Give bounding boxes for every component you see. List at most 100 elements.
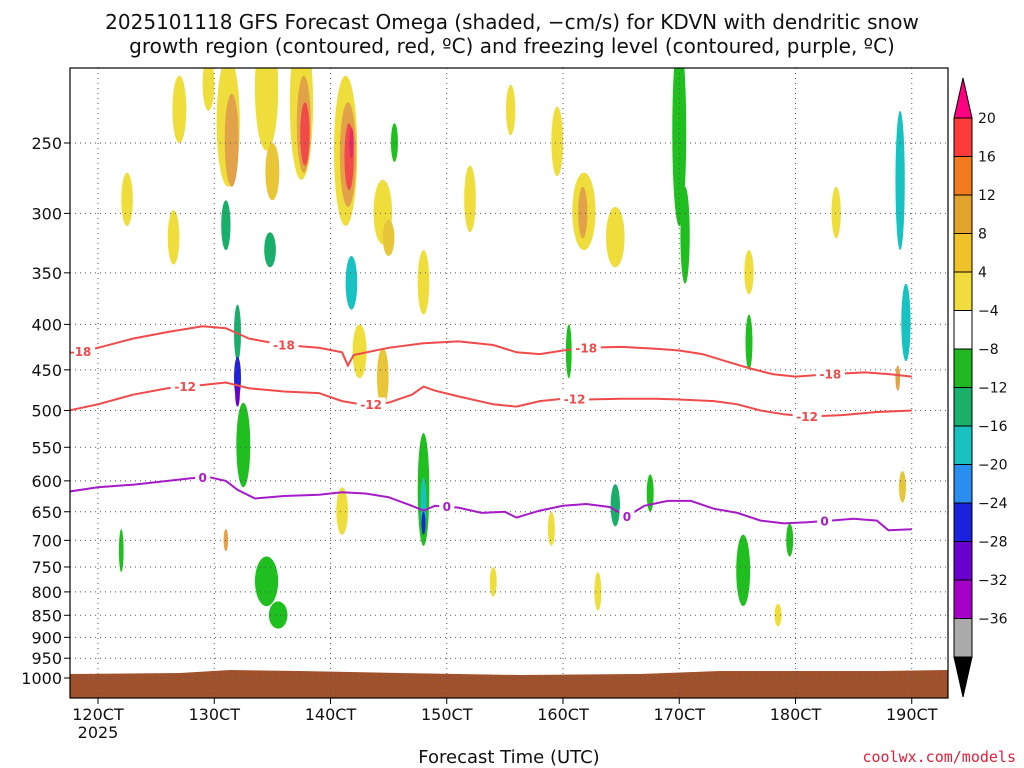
omega-shading bbox=[118, 68, 911, 629]
contour-label-bg bbox=[792, 409, 822, 424]
x-tick-label: 130CT bbox=[189, 705, 241, 724]
contour-label: 0 bbox=[443, 500, 451, 514]
omega-blob-c4 bbox=[202, 68, 215, 111]
omega-blob-c4 bbox=[336, 487, 348, 535]
omega-blob-n4 bbox=[672, 68, 687, 226]
y-tick-label: 550 bbox=[31, 438, 62, 457]
x-axis-title: Forecast Time (UTC) bbox=[418, 747, 599, 768]
omega-blob-c12 bbox=[224, 93, 239, 187]
colorbar-box bbox=[953, 271, 973, 311]
omega-blob-c4 bbox=[167, 210, 180, 265]
omega-blob-n20 bbox=[421, 511, 426, 535]
omega-blob-c4 bbox=[121, 172, 133, 227]
omega-blob-c4 bbox=[744, 250, 754, 295]
y-tick-label: 950 bbox=[31, 649, 62, 668]
y-tick-label: 250 bbox=[31, 134, 62, 153]
omega-blob-n12 bbox=[345, 255, 358, 310]
contour-label-bg bbox=[560, 392, 590, 407]
colorbar: 20 16 12 8 4 −4 −8 −12 −16 −20 −24 −28 −32 −36 bbox=[953, 77, 1008, 698]
omega-blob-c24 bbox=[349, 127, 354, 159]
omega-blob-n4 bbox=[786, 523, 794, 557]
contour-label: 0 bbox=[198, 471, 206, 485]
surface-terrain bbox=[70, 670, 948, 698]
colorbar-bottom-arrow bbox=[953, 656, 973, 698]
omega-blob-c4 bbox=[172, 75, 187, 143]
colorbar-label: −28 bbox=[978, 535, 1008, 551]
plot-area: -18 -18 -18 -18 -12 -12 -12 -12 0 0 0 0 bbox=[69, 67, 949, 699]
omega-blob-n4 bbox=[268, 601, 288, 629]
omega-blob-c8 bbox=[898, 471, 906, 503]
y-tick-label: 700 bbox=[31, 531, 62, 550]
omega-blob-c4 bbox=[774, 603, 782, 627]
colorbar-box bbox=[953, 464, 973, 504]
omega-blob-n8 bbox=[221, 200, 231, 251]
colorbar-label: −12 bbox=[978, 381, 1008, 397]
contour-label-bg bbox=[817, 513, 833, 528]
omega-blob-c20 bbox=[300, 102, 310, 166]
contour-label-bg bbox=[356, 397, 386, 412]
colorbar-box bbox=[953, 194, 973, 234]
y-tick-label: 800 bbox=[31, 583, 62, 602]
contours: -18 -18 -18 -18 -12 -12 -12 -12 0 0 0 0 bbox=[70, 325, 912, 532]
contour-freezing-level-zero bbox=[70, 475, 912, 532]
colorbar-box bbox=[953, 156, 973, 196]
omega-blob-c12 bbox=[895, 365, 901, 391]
omega-blob-n4 bbox=[390, 123, 398, 162]
chart-title-line-1: 2025101118 GFS Forecast Omega (shaded, −… bbox=[105, 10, 919, 34]
omega-blob-n12 bbox=[901, 283, 911, 362]
chart-title-line-2: growth region (contoured, red, ºC) and f… bbox=[129, 34, 895, 58]
colorbar-label: 4 bbox=[978, 265, 987, 281]
contour-label: -18 bbox=[273, 339, 295, 353]
x-tick-label: 120CT bbox=[72, 705, 124, 724]
y-tick-label: 850 bbox=[31, 606, 62, 625]
x-tick-label: 190CT bbox=[886, 705, 938, 724]
colorbar-label: −36 bbox=[978, 612, 1008, 628]
contour-label: -18 bbox=[820, 368, 842, 382]
omega-blob-c4 bbox=[464, 165, 476, 233]
y-tick-label: 300 bbox=[31, 204, 62, 223]
watermark: coolwx.com/models bbox=[862, 748, 1016, 766]
colorbar-label: −16 bbox=[978, 419, 1008, 435]
contour-dendritic-bottom-minus-12 bbox=[70, 381, 912, 418]
contour-dendritic-top-minus-18 bbox=[70, 325, 912, 378]
x-tick-label: 140CT bbox=[305, 705, 357, 724]
colorbar-box bbox=[953, 502, 973, 542]
colorbar-box bbox=[953, 348, 973, 388]
contour-label-bg bbox=[439, 499, 455, 514]
x-tick-label: 150CT bbox=[421, 705, 473, 724]
surface-ground bbox=[70, 670, 948, 698]
colorbar-box bbox=[953, 425, 973, 465]
y-tick-label: 1000 bbox=[21, 669, 62, 688]
omega-blob-c4 bbox=[352, 324, 367, 379]
y-tick-label: 400 bbox=[31, 315, 62, 334]
omega-blob-n4 bbox=[236, 402, 251, 488]
plot-frame bbox=[69, 67, 949, 699]
x-tick-label: 180CT bbox=[770, 705, 822, 724]
y-tick-label: 450 bbox=[31, 361, 62, 380]
contour-label: -18 bbox=[575, 341, 597, 355]
colorbar-top-arrow bbox=[953, 77, 973, 119]
contour-label: -12 bbox=[360, 398, 382, 412]
omega-blob-c8 bbox=[382, 219, 395, 256]
omega-blob-c4 bbox=[547, 511, 555, 546]
contour-label-bg bbox=[170, 379, 200, 394]
contour-label: -12 bbox=[174, 380, 196, 394]
omega-blob-n4 bbox=[118, 529, 124, 573]
x-axis: 120CT 130CT 140CT 150CT 160CT 170CT 180CT 190CT bbox=[72, 698, 938, 724]
contour-label-bg bbox=[571, 340, 601, 355]
omega-blob-c12 bbox=[578, 186, 588, 239]
omega-blob-n4 bbox=[646, 474, 654, 512]
omega-blob-c4 bbox=[551, 106, 563, 177]
colorbar-label: 20 bbox=[978, 111, 996, 127]
colorbar-label: −24 bbox=[978, 496, 1008, 512]
omega-blob-c8 bbox=[377, 347, 389, 407]
colorbar-label: −4 bbox=[978, 304, 999, 320]
omega-blob-n12 bbox=[895, 110, 905, 251]
omega-blob-c4 bbox=[254, 68, 279, 151]
colorbar-box bbox=[953, 387, 973, 427]
colorbar-box bbox=[953, 618, 973, 658]
colorbar-label: 16 bbox=[978, 150, 996, 166]
y-tick-label: 600 bbox=[31, 472, 62, 491]
colorbar-label: 8 bbox=[978, 227, 987, 243]
